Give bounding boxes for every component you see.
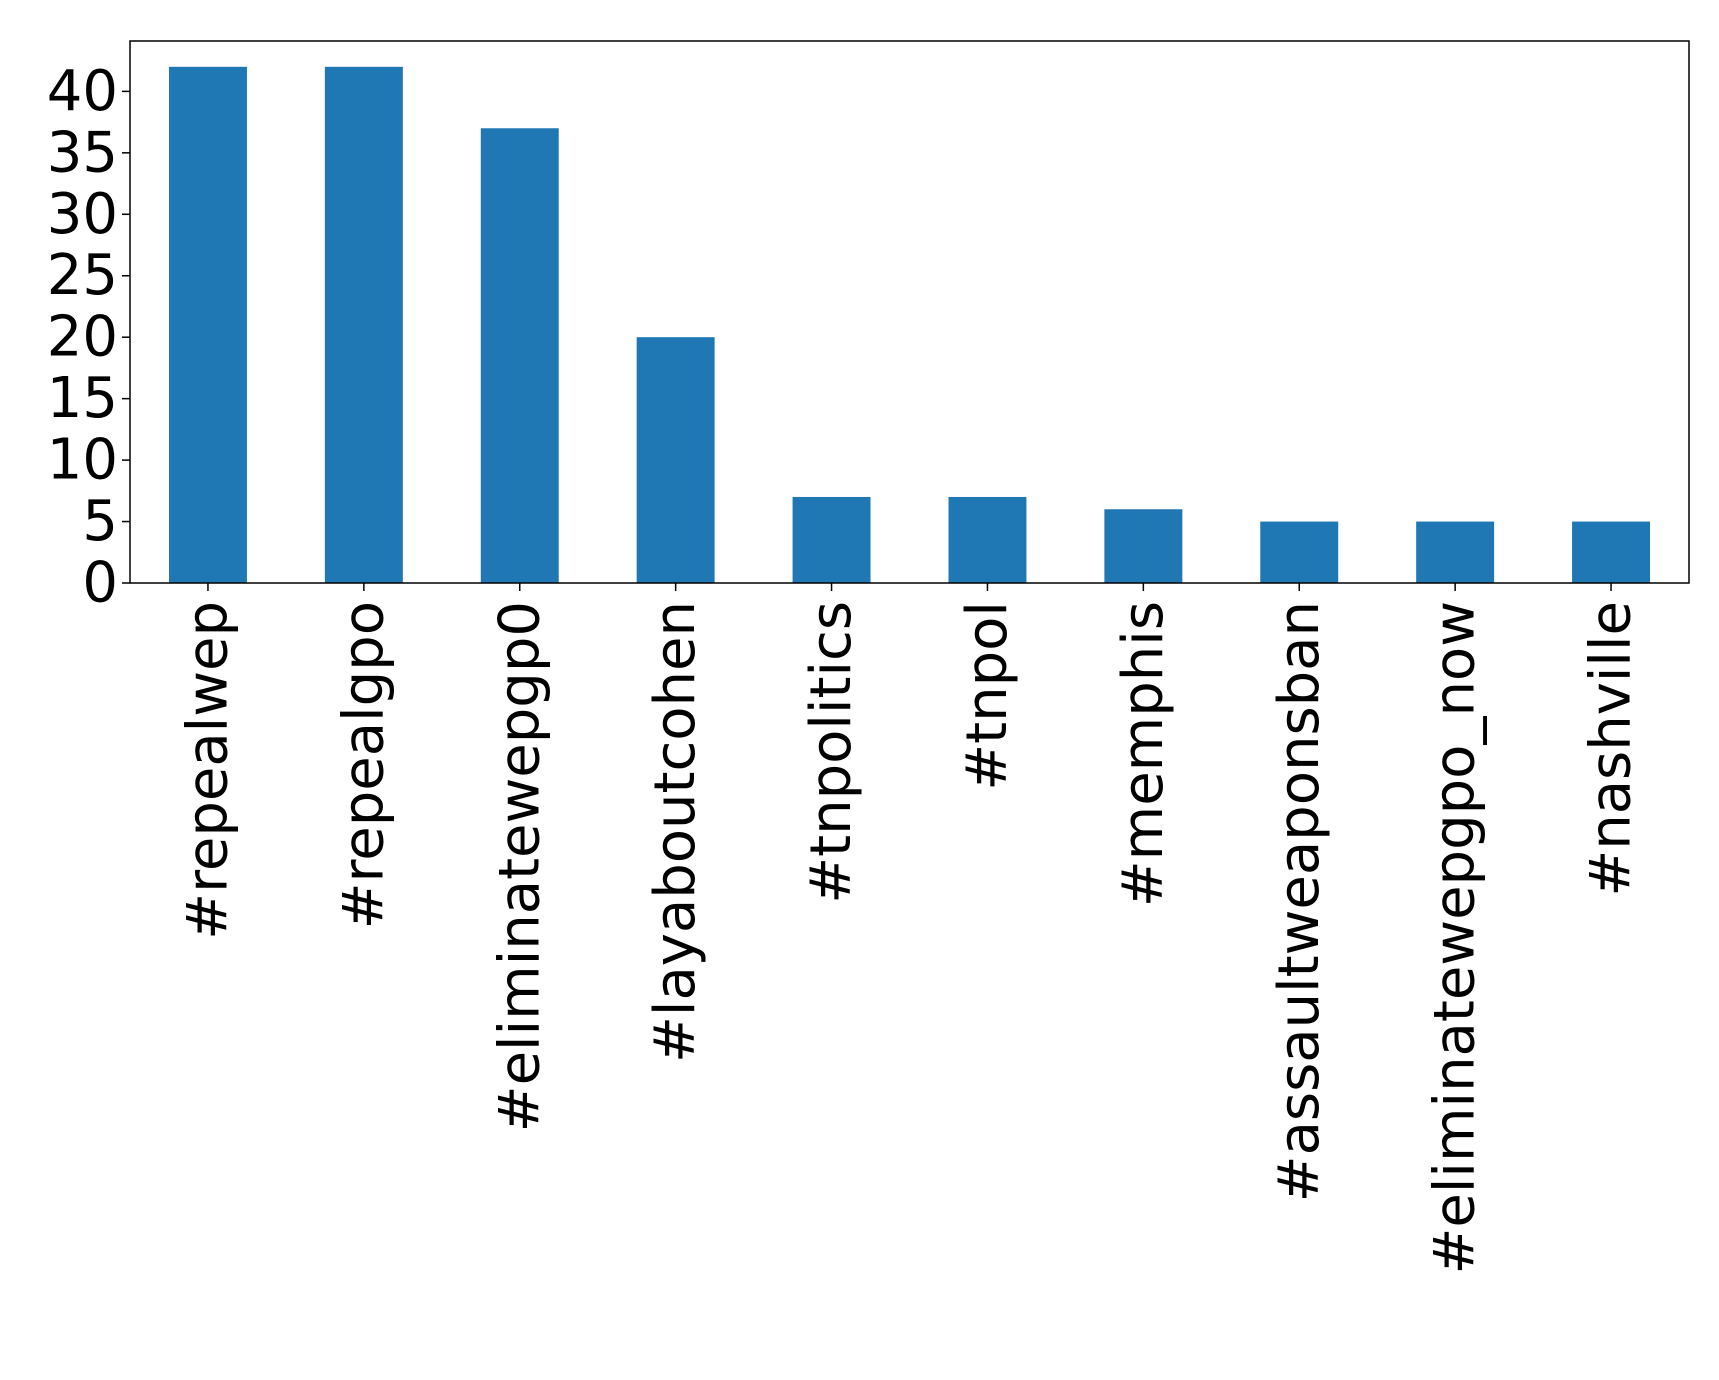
bar (948, 496, 1027, 583)
x-tick-label: #repealgpo (331, 601, 396, 929)
bar (1104, 509, 1183, 583)
bar (1572, 521, 1651, 583)
x-tick-label: #memphis (1111, 601, 1176, 907)
y-tick-label: 25 (47, 243, 118, 308)
y-tick-label: 0 (82, 551, 118, 616)
x-tick-label: #nashville (1579, 601, 1644, 897)
plot-frame (129, 40, 1690, 584)
y-tick-label: 40 (47, 59, 118, 124)
x-tick-label: #layaboutcohen (643, 601, 708, 1063)
x-tick-label: #tnpolitics (799, 601, 864, 904)
bar (1416, 521, 1495, 583)
y-tick-label: 10 (47, 428, 118, 493)
x-axis: #repealwep #repealgpo #eliminatewepgp0 #lay… (175, 583, 1644, 1275)
bar (1260, 521, 1339, 583)
bars (168, 66, 1651, 584)
bar (636, 337, 715, 583)
y-tick-label: 15 (47, 366, 118, 431)
bar (168, 66, 247, 584)
x-tick-label: #eliminatewepgpo_now (1423, 601, 1488, 1275)
x-tick-label: #eliminatewepgp0 (487, 601, 552, 1132)
x-tick-label: #repealwep (175, 601, 240, 940)
bar (480, 128, 559, 583)
y-tick-label: 35 (47, 120, 118, 185)
bar (324, 66, 403, 584)
x-tick-label: #tnpol (955, 601, 1020, 791)
y-tick-label: 20 (47, 305, 118, 370)
bar (792, 496, 871, 583)
y-tick-label: 5 (82, 489, 118, 554)
y-tick-label: 30 (47, 182, 118, 247)
x-tick-label: #assaultweaponsban (1267, 601, 1332, 1202)
